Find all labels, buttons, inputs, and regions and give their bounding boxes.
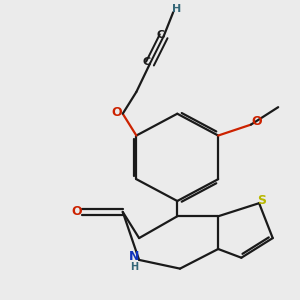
Text: O: O xyxy=(71,206,82,218)
Text: O: O xyxy=(251,115,262,128)
Text: H: H xyxy=(130,262,138,272)
Text: O: O xyxy=(111,106,122,119)
Text: C: C xyxy=(157,30,165,40)
Text: N: N xyxy=(128,250,139,263)
Text: H: H xyxy=(172,4,181,14)
Text: S: S xyxy=(258,194,267,207)
Text: C: C xyxy=(143,57,151,67)
